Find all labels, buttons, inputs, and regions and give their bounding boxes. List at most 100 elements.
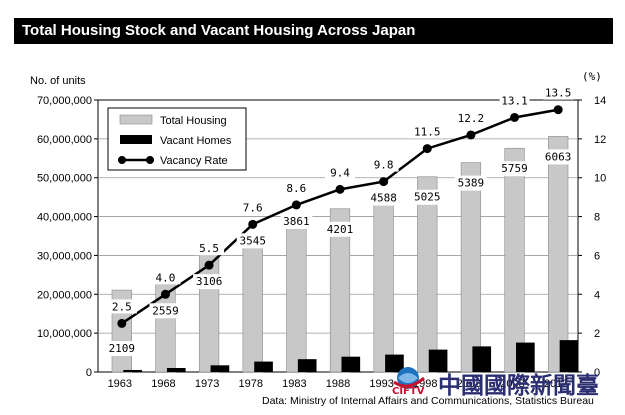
- total-housing-label: 4588: [370, 192, 397, 205]
- x-tick-label: 1978: [238, 378, 262, 390]
- vacancy-rate-label: 11.5: [414, 126, 441, 139]
- total-label-bg: [367, 190, 400, 206]
- x-tick-label: 1968: [151, 378, 175, 390]
- legend-rate-dot: [146, 156, 154, 164]
- vacancy-rate-label: 8.6: [286, 182, 306, 195]
- vacant-homes-bar: [166, 367, 186, 372]
- legend-rate-dot: [118, 156, 126, 164]
- vacancy-rate-point: [335, 184, 345, 194]
- vacancy-rate-point: [422, 144, 432, 154]
- vacancy-rate-label: 13.1: [501, 94, 528, 107]
- vacant-homes-bar: [516, 342, 535, 372]
- left-tick-label: 60,000,000: [37, 134, 92, 146]
- globe-icon: [393, 367, 425, 389]
- watermark-brand: CIFTV: [392, 386, 425, 397]
- right-tick-label: 2: [594, 328, 600, 340]
- total-label-bg: [324, 221, 356, 237]
- watermark-name: 中國國際新聞臺: [438, 373, 599, 399]
- right-tick-label: 0: [594, 367, 600, 379]
- total-housing-label: 3861: [283, 215, 310, 228]
- vacant-homes-bar: [254, 361, 273, 372]
- right-tick-label: 14: [594, 95, 606, 107]
- vacant-homes-bar: [559, 340, 579, 372]
- source-note: Data: Ministry of Internal Affairs and C…: [262, 395, 594, 407]
- vacant-homes-bar: [341, 356, 361, 372]
- total-housing-label: 5759: [501, 162, 528, 175]
- vacancy-rate-point: [510, 112, 520, 122]
- total-housing-bar: [460, 162, 482, 373]
- total-housing-label: 6063: [545, 150, 572, 163]
- legend-total-swatch: [119, 114, 153, 125]
- legend-vacant-label: Vacant Homes: [160, 135, 232, 147]
- total-housing-bar: [242, 233, 263, 373]
- left-tick-label: 70,000,000: [37, 95, 92, 107]
- total-housing-bar: [504, 147, 525, 373]
- vacancy-rate-point: [160, 289, 170, 299]
- x-tick-label: 2008: [500, 378, 524, 390]
- total-housing-label: 2559: [152, 304, 179, 317]
- total-housing-bar: [548, 136, 569, 373]
- left-tick-label: 10,000,000: [37, 328, 92, 340]
- rate-label-bg: [543, 85, 574, 100]
- left-tick-label: 50,000,000: [37, 173, 92, 185]
- left-tick-label: 40,000,000: [37, 212, 92, 224]
- rate-label-bg: [106, 299, 137, 314]
- legend-total-label: Total Housing: [160, 115, 227, 127]
- right-tick-label: 4: [594, 289, 600, 301]
- left-tick-label: 30,000,000: [37, 250, 92, 262]
- rate-label-bg: [237, 200, 268, 215]
- total-label-bg: [193, 274, 226, 290]
- rate-label-bg: [150, 270, 181, 285]
- x-tick-label: 1973: [195, 378, 219, 390]
- rate-label-bg: [455, 110, 486, 125]
- vacancy-rate-label: 2.5: [112, 300, 132, 313]
- left-tick-label: 20,000,000: [37, 289, 92, 301]
- total-housing-label: 5025: [414, 191, 441, 204]
- total-label-bg: [498, 161, 531, 177]
- vacancy-rate-point: [466, 130, 476, 140]
- x-tick-label: 1988: [326, 378, 350, 390]
- chart-title: Total Housing Stock and Vacant Housing A…: [14, 18, 613, 44]
- total-label-bg: [105, 341, 138, 356]
- total-label-bg: [236, 233, 269, 249]
- x-tick-label: 2013: [544, 378, 568, 390]
- rate-label-bg: [325, 165, 355, 180]
- vacant-homes-bar: [385, 354, 404, 372]
- total-housing-label: 4201: [327, 223, 354, 236]
- rate-label-bg: [368, 157, 399, 172]
- legend-rate-label: Vacancy Rate: [160, 155, 228, 167]
- vacant-homes-bar: [428, 349, 448, 372]
- vacancy-rate-point: [379, 177, 389, 187]
- vacancy-rate-label: 12.2: [458, 112, 485, 125]
- vacancy-rate-label: 5.5: [199, 242, 219, 255]
- total-housing-bar: [329, 208, 351, 373]
- total-label-bg: [280, 213, 313, 229]
- left-axis-label: No. of units: [30, 75, 86, 87]
- total-housing-bar: [373, 193, 394, 373]
- vacancy-rate-label: 9.4: [330, 166, 350, 179]
- vacancy-rate-point: [204, 260, 214, 270]
- rate-label-bg: [499, 93, 530, 108]
- watermark-logo: 中國國際新聞臺 CIFTV: [392, 366, 620, 399]
- total-housing-bar: [417, 176, 438, 373]
- vacant-homes-bar: [123, 369, 142, 372]
- vacant-homes-bar: [472, 346, 492, 372]
- vacant-homes-bar: [297, 359, 317, 372]
- x-tick-label: 1983: [282, 378, 306, 390]
- rate-label-bg: [412, 124, 443, 139]
- vacant-homes-bar: [210, 365, 230, 372]
- total-label-bg: [149, 303, 182, 319]
- total-housing-label: 5389: [458, 177, 485, 190]
- vacancy-rate-label: 7.6: [243, 201, 263, 214]
- right-tick-label: 6: [594, 250, 600, 262]
- total-label-bg: [411, 189, 444, 205]
- right-tick-label: 12: [594, 134, 606, 146]
- total-housing-label: 2109: [109, 342, 136, 355]
- x-tick-label: 1993: [369, 378, 393, 390]
- x-tick-label: 1963: [108, 378, 132, 390]
- rate-label-bg: [281, 180, 312, 195]
- total-housing-bar: [286, 221, 307, 373]
- total-housing-label: 3545: [239, 234, 266, 247]
- right-tick-label: 8: [594, 212, 600, 224]
